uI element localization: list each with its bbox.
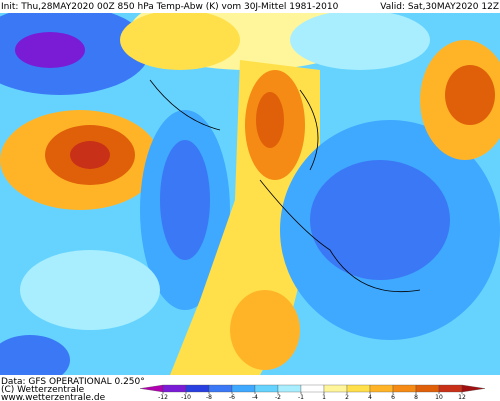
data-source: Data: GFS OPERATIONAL 0.250°: [1, 377, 145, 387]
copyright: (C) Wetterzentrale: [1, 385, 85, 395]
colorbar-segment: [369, 384, 394, 393]
colorbar-segment: [392, 384, 417, 393]
colorbar-segment: [277, 384, 302, 393]
colorbar-tick-label: 2: [345, 394, 349, 401]
colorbar-tick-label: 12: [458, 394, 466, 401]
colorbar-segment: [254, 384, 279, 393]
colorbar-segment: [323, 384, 348, 393]
map: [0, 13, 500, 375]
colorbar-segment: [162, 384, 187, 393]
init-text: Init: Thu,28MAY2020 00Z 850 hPa Temp-Abw…: [1, 2, 339, 12]
colorbar-tick-label: -8: [206, 394, 212, 401]
colorbar-tick-label: 4: [368, 394, 372, 401]
url: www.wetterzentrale.de: [1, 393, 106, 401]
colorbar-segment: [208, 384, 233, 393]
colorbar-tick-label: 1: [322, 394, 326, 401]
colorbar-tick-label: -6: [229, 394, 235, 401]
colorbar-tick-label: -12: [158, 394, 168, 401]
colorbar-tick-label: 10: [435, 394, 443, 401]
colorbar-segment: [415, 384, 440, 393]
colorbar-segment: [461, 384, 486, 393]
colorbar-segment: [185, 384, 210, 393]
valid-text: Valid: Sat,30MAY2020 12Z: [380, 2, 499, 12]
colorbar-tick-label: -1: [298, 394, 304, 401]
colorbar-tick-label: -4: [252, 394, 258, 401]
colorbar-segment: [346, 384, 371, 393]
colorbar-tick-label: 8: [414, 394, 418, 401]
colorbar-tick-label: 6: [391, 394, 395, 401]
colorbar-segment: [231, 384, 256, 393]
colorbar-segment: [438, 384, 463, 393]
colorbar-tick-label: -2: [275, 394, 281, 401]
colorbar-tick-label: -10: [181, 394, 191, 401]
colorbar-segment: [300, 384, 325, 393]
colorbar: -12 -10 -8 -6 -4 -2 -1 1 2 4 6 8 10 12: [139, 384, 486, 401]
